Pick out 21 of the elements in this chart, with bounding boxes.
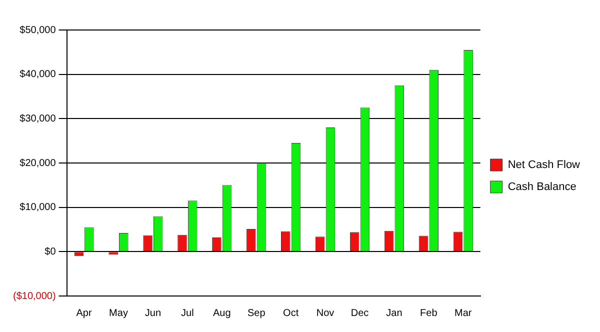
x-tick-label: May bbox=[109, 308, 128, 319]
legend-label: Cash Balance bbox=[508, 181, 576, 194]
x-tick-label: Jan bbox=[386, 308, 402, 319]
y-tick-label: $50,000 bbox=[20, 24, 56, 36]
y-tick-label: $20,000 bbox=[20, 158, 56, 169]
x-tick-label: Oct bbox=[283, 308, 299, 319]
y-tick-label: $0 bbox=[44, 246, 56, 258]
x-tick-label: Aug bbox=[212, 308, 231, 319]
x-tick-label: Mar bbox=[454, 308, 472, 319]
x-tick-label: Feb bbox=[420, 308, 438, 319]
y-tick-label: $10,000 bbox=[20, 202, 56, 214]
legend-label: Net Cash Flow bbox=[508, 159, 580, 172]
x-tick-label: Jul bbox=[181, 308, 194, 319]
x-tick-label: Sep bbox=[247, 308, 266, 319]
x-tick-label: Apr bbox=[76, 308, 92, 319]
x-tick-label: Dec bbox=[350, 308, 369, 319]
y-tick-label: $40,000 bbox=[20, 69, 56, 80]
x-tick-label: Jun bbox=[144, 308, 162, 319]
x-tick-label: Nov bbox=[316, 308, 334, 319]
y-tick-label: ($10,000) bbox=[12, 290, 56, 302]
y-tick-label: $30,000 bbox=[20, 113, 56, 124]
